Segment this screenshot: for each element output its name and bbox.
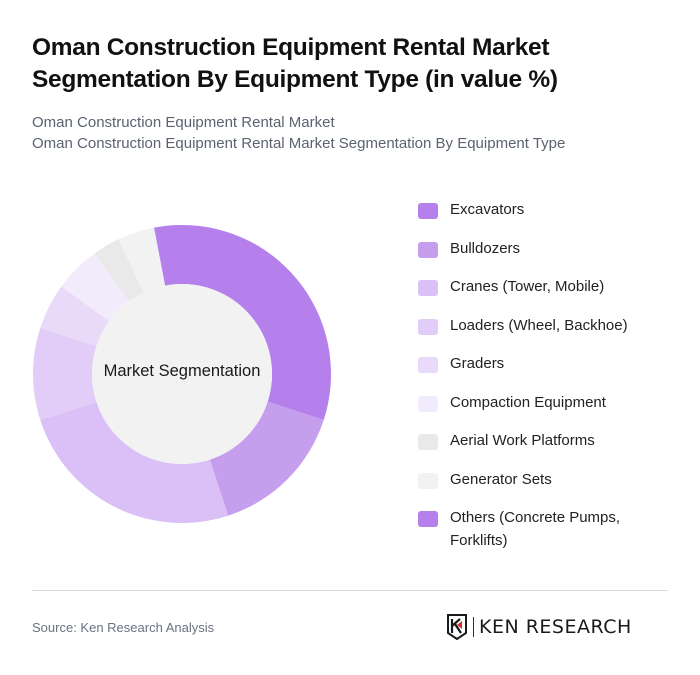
ken-research-logo-icon <box>447 614 467 640</box>
logo-text: KEN RESEARCH <box>479 616 632 638</box>
donut-slice-excavators[interactable] <box>182 225 331 421</box>
donut-slice-graders[interactable] <box>40 286 110 347</box>
legend-label: Graders <box>450 355 505 372</box>
subtitle-line-2: Oman Construction Equipment Rental Marke… <box>32 135 566 152</box>
donut-chart-svg <box>32 225 331 523</box>
donut-slice-bulldozers[interactable] <box>209 401 324 516</box>
legend-item-aerial-work-platforms[interactable]: Aerial Work Platforms <box>418 429 688 468</box>
legend-item-generator-sets[interactable]: Generator Sets <box>418 468 688 507</box>
donut-slice-compaction-equipment[interactable] <box>61 253 130 322</box>
legend-swatch <box>418 511 438 527</box>
donut-chart <box>30 222 334 526</box>
legend: Excavators Bulldozers Cranes (Tower, Mob… <box>418 198 688 552</box>
donut-center <box>92 284 272 464</box>
legend-item-compaction-equipment[interactable]: Compaction Equipment <box>418 391 688 430</box>
source-note: Source: Ken Research Analysis <box>32 620 215 635</box>
legend-label: Generator Sets <box>450 470 552 488</box>
legend-label: Compaction Equipment <box>450 393 606 411</box>
legend-item-graders[interactable]: Graders <box>418 352 688 391</box>
ken-research-logo: KEN RESEARCH <box>447 614 632 640</box>
donut-slice-aerial-work-platforms[interactable] <box>94 239 144 302</box>
legend-swatch <box>418 318 438 335</box>
legend-label: Cranes (Tower, Mobile) <box>450 278 605 295</box>
donut-slice-generator-sets[interactable] <box>118 227 166 293</box>
legend-label: Excavators <box>450 201 525 218</box>
logo-divider <box>473 617 474 637</box>
legend-swatch <box>418 357 438 373</box>
legend-item-loaders[interactable]: Loaders (Wheel, Backhoe) <box>418 314 688 353</box>
donut-slice-loaders-wheel-backhoe[interactable] <box>32 327 97 421</box>
legend-item-bulldozers[interactable]: Bulldozers <box>418 237 688 276</box>
footer-divider <box>32 590 668 591</box>
legend-item-others[interactable]: Others (Concrete Pumps, Forklifts) <box>418 506 688 552</box>
legend-label: Bulldozers <box>450 239 521 257</box>
legend-swatch <box>418 203 438 219</box>
legend-swatch <box>418 472 438 489</box>
legend-item-cranes[interactable]: Cranes (Tower, Mobile) <box>418 275 688 314</box>
legend-label: Loaders (Wheel, Backhoe) <box>450 316 628 334</box>
donut-slice-cranes-tower-mobile[interactable] <box>40 401 229 523</box>
legend-swatch <box>418 395 438 412</box>
legend-swatch <box>418 241 438 258</box>
donut-center-label: Market Segmentation <box>103 362 261 380</box>
subtitle: Oman Construction Equipment Rental Marke… <box>32 112 565 154</box>
legend-label: Others (Concrete Pumps, Forklifts) <box>450 509 621 549</box>
subtitle-line-1: Oman Construction Equipment Rental Marke… <box>32 114 335 131</box>
legend-label: Aerial Work Platforms <box>450 432 595 449</box>
legend-item-excavators[interactable]: Excavators <box>418 198 688 237</box>
legend-swatch <box>418 434 438 450</box>
legend-swatch <box>418 280 438 296</box>
donut-slice-others-concrete-pumps-forklifts[interactable] <box>154 225 182 286</box>
page-title: Oman Construction Equipment Rental Marke… <box>32 34 558 93</box>
